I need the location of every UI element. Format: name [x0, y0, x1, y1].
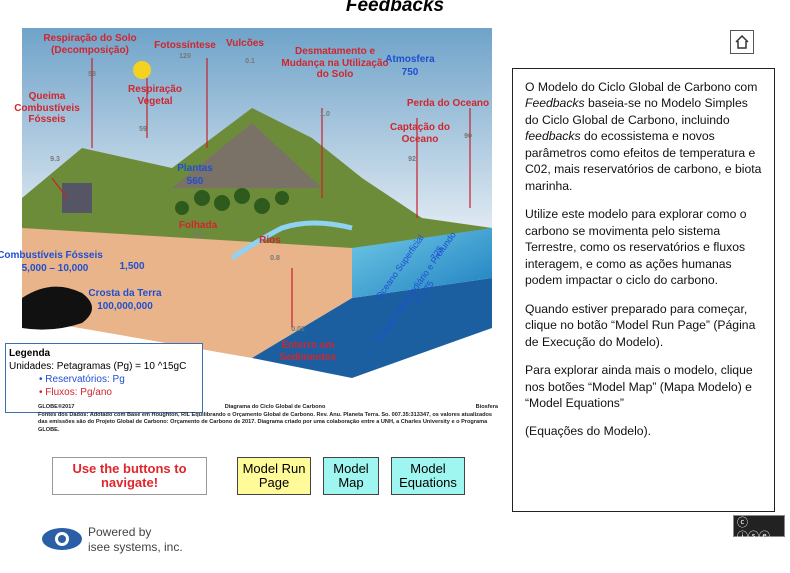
- diagram-label: 560: [175, 176, 215, 188]
- legend-title: Legenda: [9, 347, 199, 360]
- text: isee systems, inc.: [88, 540, 183, 555]
- diagram-label: Plantas: [165, 163, 225, 175]
- text: BY NC ND: [734, 544, 782, 550]
- info-paragraph: Utilize este modelo para explorar como o…: [525, 206, 762, 288]
- diagram-label: Enterro em Sedimentos: [268, 340, 348, 363]
- info-paragraph: (Equações do Modelo).: [525, 423, 762, 439]
- diagram-label: Atmosfera: [370, 54, 450, 66]
- legend-units: Unidades: Petagramas (Pg) = 10 ^15gC: [9, 360, 199, 373]
- diagram-label: 0.1: [235, 58, 265, 66]
- info-paragraph: O Modelo do Ciclo Global de Carbono com …: [525, 79, 762, 194]
- nav-hint: Use the buttons to navigate!: [52, 457, 207, 495]
- text: Biosfera: [476, 404, 498, 412]
- text: feedbacks: [525, 129, 581, 143]
- legend-fluxes: • Fluxos: Pg/ano: [9, 386, 199, 399]
- model-map-button[interactable]: Model Map: [323, 457, 379, 495]
- diagram-label: Queima Combustíveis Fósseis: [12, 91, 82, 126]
- diagram-label: 0.01: [283, 326, 313, 334]
- legend-reservoirs: • Reservatórios: Pg: [9, 373, 199, 386]
- page: Feedbacks Respiração do Solo (Decomposiç…: [0, 0, 790, 573]
- diagram-label: 0.8: [265, 255, 285, 263]
- diagram-label: 92: [402, 156, 422, 164]
- diagram-label: Rios: [250, 235, 290, 247]
- model-run-page-button[interactable]: Model Run Page: [237, 457, 311, 495]
- info-paragraph: Quando estiver preparado para começar, c…: [525, 301, 762, 350]
- diagram-label: Combustíveis Fósseis: [0, 250, 105, 262]
- diagram-label: Crosta da Terra: [75, 288, 175, 300]
- text: GLOBE®2017: [38, 404, 74, 412]
- cc-license-badge[interactable]: ⓒ ⓘⓢⓔ BY NC ND: [733, 515, 785, 537]
- text: O Modelo do Ciclo Global de Carbono com: [525, 80, 757, 94]
- page-title: Feedbacks: [0, 0, 790, 17]
- cc-icons: ⓒ ⓘⓢⓔ: [734, 516, 782, 544]
- diagram-label: 100,000,000: [75, 301, 175, 313]
- diagram-label: Respiração do Solo (Decomposição): [35, 33, 145, 56]
- diagram-label: Fotossíntese: [145, 40, 225, 52]
- home-button[interactable]: [730, 30, 754, 54]
- isee-logo: [40, 524, 84, 554]
- home-icon: [735, 35, 749, 49]
- info-paragraph: Para explorar ainda mais o modelo, cliqu…: [525, 362, 762, 411]
- diagram-label: 120: [165, 53, 205, 61]
- diagram-label: 750: [390, 67, 430, 79]
- info-box: O Modelo do Ciclo Global de Carbono com …: [512, 68, 775, 512]
- diagram-label: Respiração Vegetal: [115, 84, 195, 107]
- text: Feedbacks: [525, 96, 585, 110]
- diagram-label: 5,000 – 10,000: [5, 263, 105, 275]
- text: Diagrama do Ciclo Global de Carbono: [225, 404, 326, 412]
- diagram-label: Folhada: [168, 220, 228, 232]
- diagram-label: 58: [82, 71, 102, 79]
- diagram-label: 59: [133, 126, 153, 134]
- diagram-label: Vulcões: [215, 38, 275, 50]
- diagram-label: Captação do Oceano: [380, 122, 460, 145]
- legend: Legenda Unidades: Petagramas (Pg) = 10 ^…: [5, 343, 203, 413]
- diagram-label: Perda do Oceano: [403, 98, 493, 110]
- text: Powered by: [88, 525, 183, 540]
- model-equations-button[interactable]: Model Equations: [391, 457, 465, 495]
- powered-by: Powered by isee systems, inc.: [88, 525, 183, 555]
- caption: GLOBE®2017 Diagrama do Ciclo Global de C…: [38, 404, 498, 434]
- diagram-label: 90: [458, 133, 478, 141]
- caption-body: Fontes dos Dados: Adotado com Base em Ho…: [38, 412, 498, 435]
- diagram-label: 1.0: [315, 111, 335, 119]
- diagram-label: 59: [188, 232, 208, 240]
- caption-header: GLOBE®2017 Diagrama do Ciclo Global de C…: [38, 404, 498, 412]
- diagram-label: 1,500: [112, 261, 152, 273]
- diagram-label: 9.3: [45, 156, 65, 164]
